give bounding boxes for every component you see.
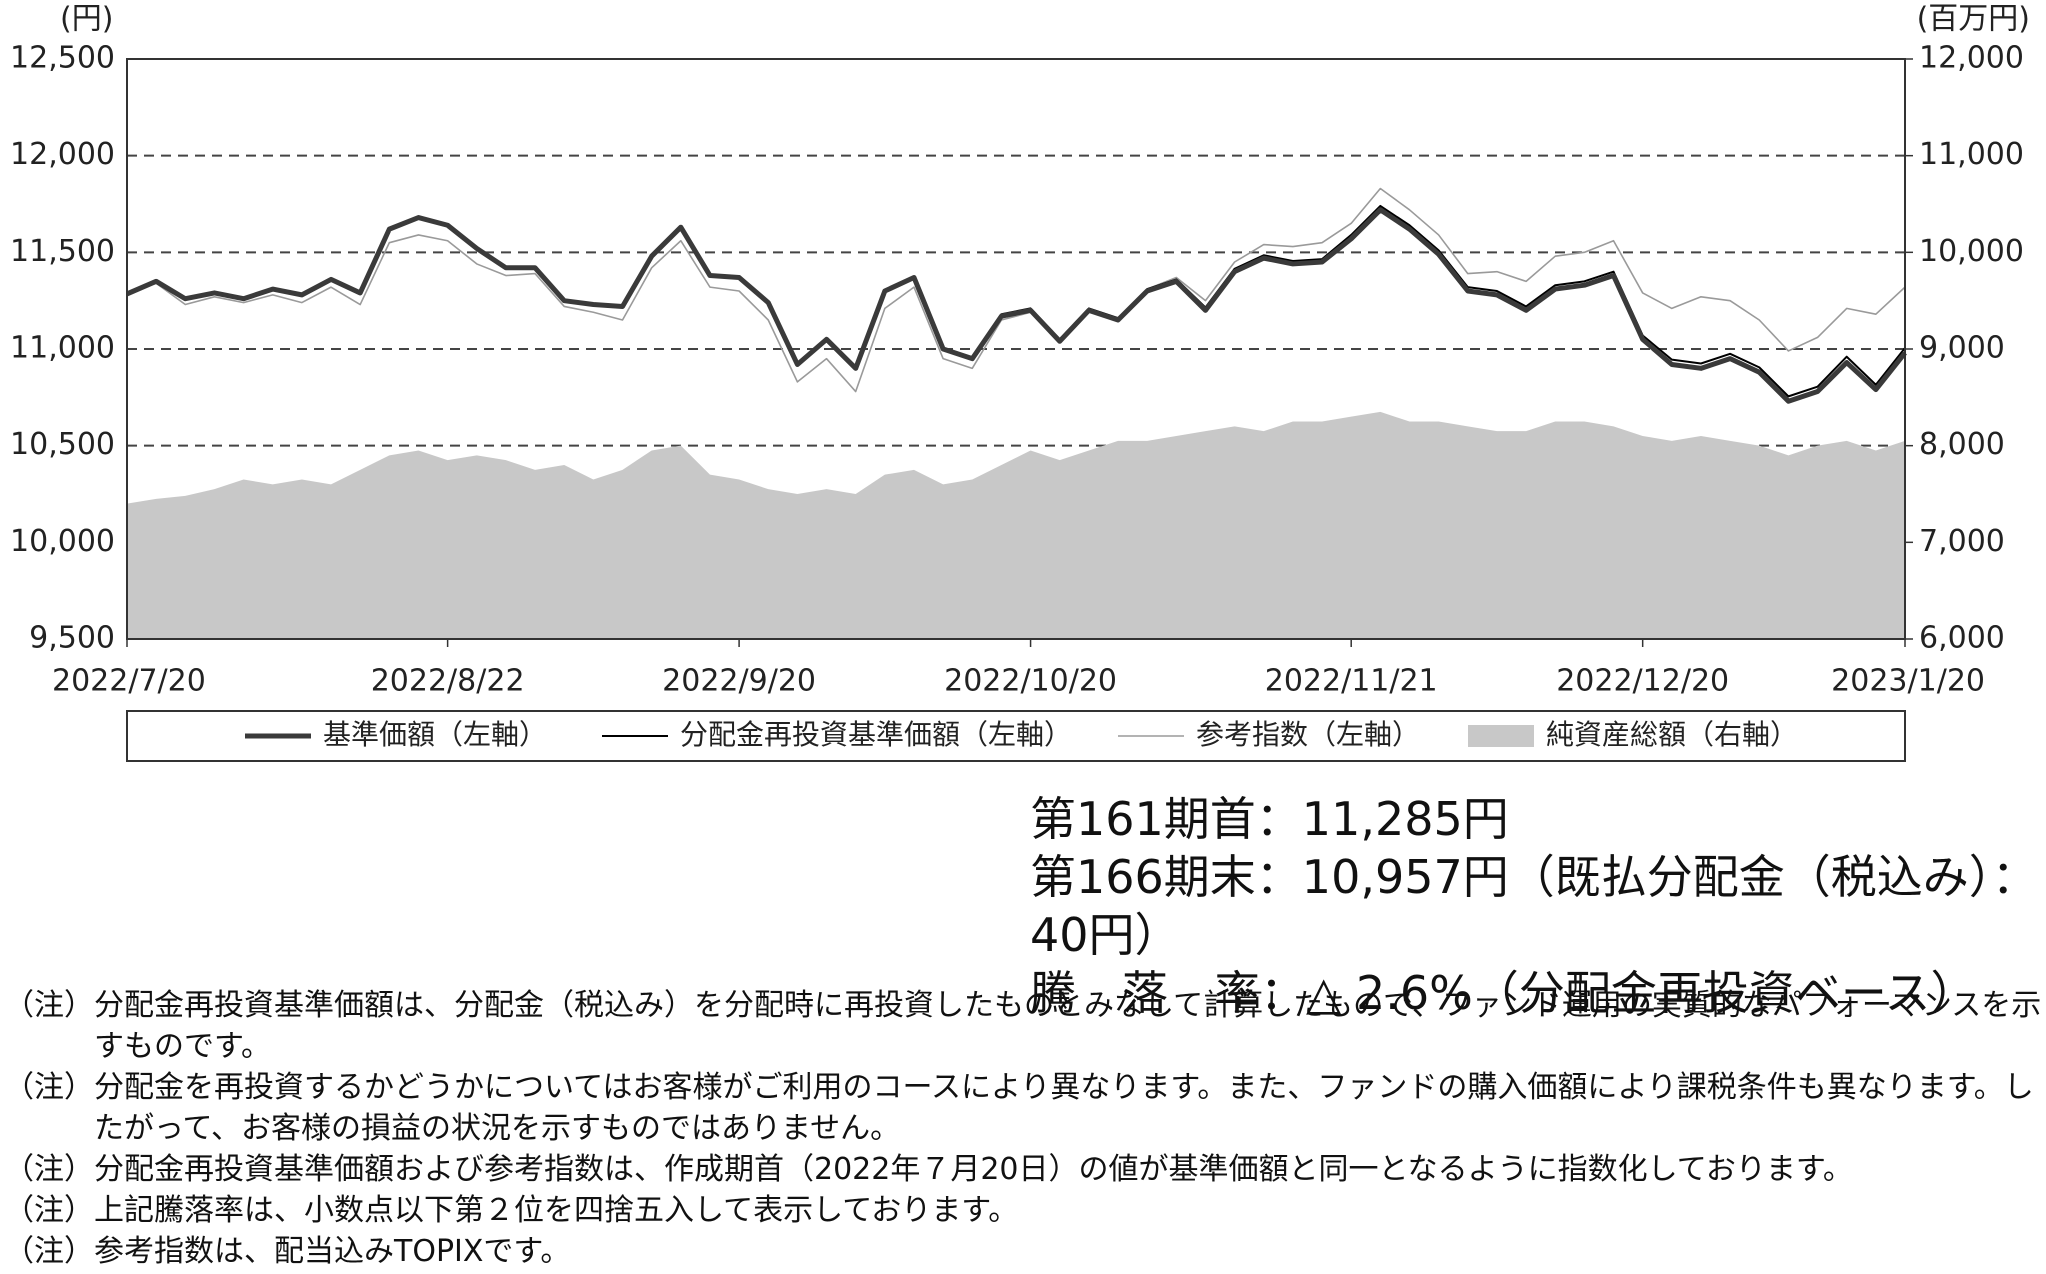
- note: （注） 分配金再投資基準価額および参考指数は、作成期首（2022年７月20日）の値…: [4, 1149, 2044, 1190]
- x-tick-label: 2022/10/20: [944, 664, 1117, 699]
- summary-line: 騰 落 率：△ 2.6%（分配金再投資ベース）: [1030, 966, 1977, 1020]
- summary-line: 第166期末：10,957円（既払分配金（税込み）：40円）: [1030, 850, 2038, 962]
- summary: 第161期首：11,285円 第166期末：10,957円（既払分配金（税込み）：…: [1030, 790, 2046, 1022]
- legend-label: 分配金再投資基準価額（左軸）: [680, 718, 1072, 751]
- y2-tick-label: 8,000: [1919, 427, 2005, 462]
- note-label: （注）: [4, 988, 94, 1023]
- note-label: （注）: [4, 1193, 94, 1228]
- note-label: （注）: [4, 1234, 94, 1269]
- y-tick-label: 10,500: [10, 427, 115, 462]
- x-tick-label: 2022/7/20: [52, 664, 206, 699]
- y-axis-label: (円): [60, 2, 113, 37]
- y2-axis-label: (百万円): [1917, 2, 2030, 37]
- line: [126, 204, 1906, 398]
- y2-tick-label: 12,000: [1919, 41, 2024, 76]
- note-text: 参考指数は、配当込みTOPIXです。: [94, 1234, 571, 1269]
- legend-swatch: [1468, 725, 1534, 747]
- y-tick-label: 10,000: [10, 524, 115, 559]
- y-tick-label: 9,500: [29, 621, 115, 656]
- area: [127, 411, 1905, 639]
- x-tick-label: 2022/8/22: [371, 664, 525, 699]
- legend-box: [126, 710, 1906, 762]
- x-tick-label: 2023/1/20: [1831, 664, 1985, 699]
- y-tick-label: 12,000: [10, 137, 115, 172]
- legend-label: 参考指数（左軸）: [1196, 718, 1420, 751]
- note-label: （注）: [4, 1070, 94, 1105]
- summary-line: 第161期首：11,285円: [1030, 792, 1509, 846]
- y-tick-label: 11,000: [10, 331, 115, 366]
- y2-tick-label: 10,000: [1919, 234, 2024, 269]
- chart: (円) (百万円) 9,500 10,000 10,500 11,000 11,500 1…: [10, 2, 2030, 762]
- notes: （注） 分配金再投資基準価額は、分配金（税込み）を分配時に再投資したものとみなして…: [4, 985, 2044, 1272]
- line: [126, 187, 1906, 393]
- x-tick-label: 2022/11/21: [1265, 664, 1438, 699]
- y-tick-label: 12,500: [10, 41, 115, 76]
- y2-tick-label: 6,000: [1919, 621, 2005, 656]
- note: （注） 上記騰落率は、小数点以下第２位を四捨五入して表示しております。: [4, 1190, 2044, 1231]
- note: （注） 分配金を再投資するかどうかについてはお客様がご利用のコースにより異なります…: [4, 1067, 2044, 1149]
- x-tick-label: 2022/12/20: [1556, 664, 1729, 699]
- note: （注） 分配金再投資基準価額は、分配金（税込み）を分配時に再投資したものとみなして…: [4, 985, 2044, 1067]
- y2-tick-label: 7,000: [1919, 524, 2005, 559]
- y2-tick-label: 9,000: [1919, 331, 2005, 366]
- note-text: 分配金再投資基準価額は、分配金（税込み）を分配時に再投資したものとみなして計算し…: [94, 988, 2042, 1064]
- line: [126, 207, 1907, 404]
- legend-label: 基準価額（左軸）: [323, 718, 547, 751]
- note-text: 上記騰落率は、小数点以下第２位を四捨五入して表示しております。: [94, 1193, 1019, 1228]
- legend-label: 純資産総額（右軸）: [1546, 718, 1798, 751]
- note-label: （注）: [4, 1152, 94, 1187]
- note-text: 分配金再投資基準価額および参考指数は、作成期首（2022年７月20日）の値が基準…: [94, 1152, 1853, 1187]
- y-tick-label: 11,500: [10, 234, 115, 269]
- plot-frame: [126, 58, 1906, 640]
- note-text: 分配金を再投資するかどうかについてはお客様がご利用のコースにより異なります。また…: [94, 1070, 2034, 1146]
- y2-tick-label: 11,000: [1919, 137, 2024, 172]
- x-tick-label: 2022/9/20: [662, 664, 816, 699]
- note: （注） 参考指数は、配当込みTOPIXです。: [4, 1231, 2044, 1272]
